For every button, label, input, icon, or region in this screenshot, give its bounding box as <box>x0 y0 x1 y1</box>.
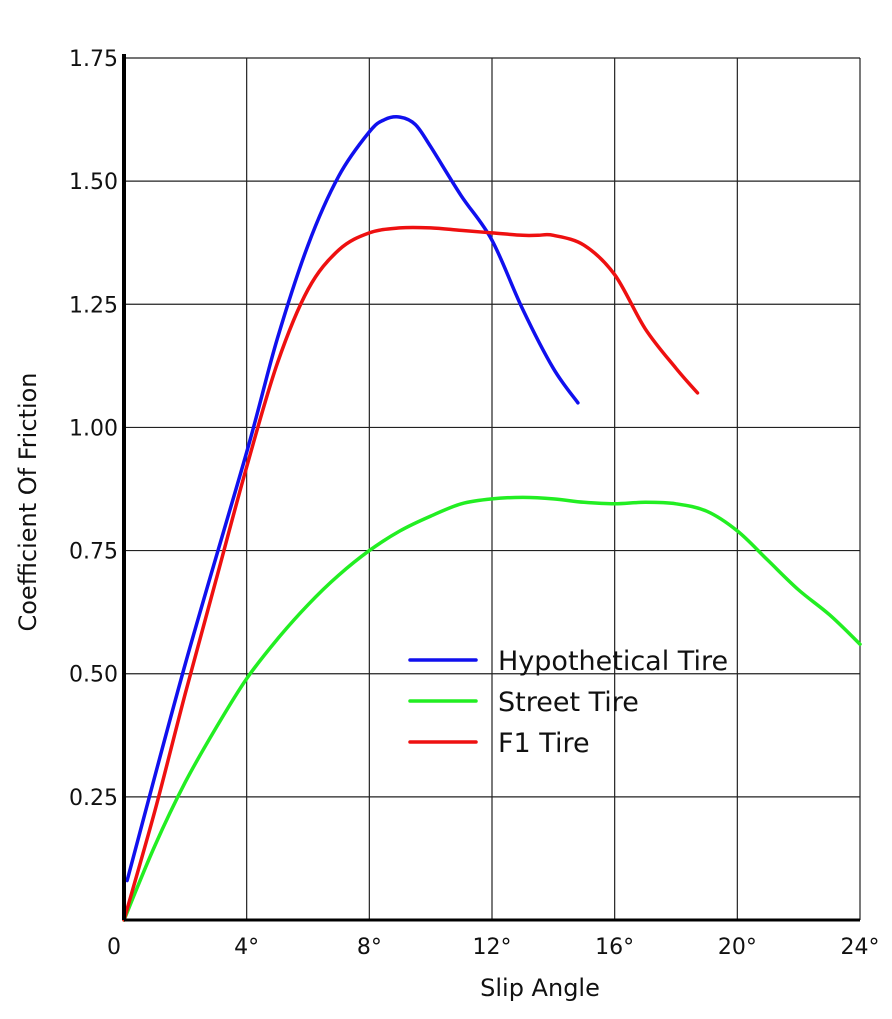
y-tick-label: 1.00 <box>69 416 118 441</box>
y-tick-label: 0.25 <box>69 786 118 811</box>
y-tick-label: 1.50 <box>69 170 118 195</box>
tick-labels: 0 4° 8° 12° 16° 20° 24° 0.25 0.50 0.75 1.00 1.25 1.5… <box>69 47 879 960</box>
grid-lines <box>124 57 861 920</box>
x-tick-label: 4° <box>234 935 259 960</box>
series-line-street-tire <box>122 495 862 922</box>
y-tick-label: 1.75 <box>69 47 118 72</box>
legend-label-f1-tire: F1 Tire <box>498 728 590 759</box>
x-tick-label: 24° <box>841 935 880 960</box>
legend-label-hypothetical-tire: Hypothetical Tire <box>498 646 728 677</box>
series-line-hypothetical-tire <box>125 115 580 883</box>
legend: Hypothetical Tire Street Tire F1 Tire <box>408 646 728 759</box>
y-tick-label: 0.75 <box>69 540 118 565</box>
x-tick-label: 16° <box>595 935 634 960</box>
x-tick-label: 8° <box>357 935 382 960</box>
axes <box>122 54 860 922</box>
legend-label-street-tire: Street Tire <box>498 687 639 718</box>
y-tick-label: 0.50 <box>69 663 118 688</box>
series-line-f1-tire <box>122 225 700 922</box>
x-axis-label: Slip Angle <box>480 974 600 1002</box>
x-tick-label: 12° <box>473 935 512 960</box>
x-tick-label: 20° <box>718 935 757 960</box>
y-tick-label: 1.25 <box>69 293 118 318</box>
series-layer <box>122 115 862 922</box>
x-tick-label: 0 <box>107 935 121 960</box>
y-axis-label: Coefficient Of Friction <box>14 372 42 631</box>
